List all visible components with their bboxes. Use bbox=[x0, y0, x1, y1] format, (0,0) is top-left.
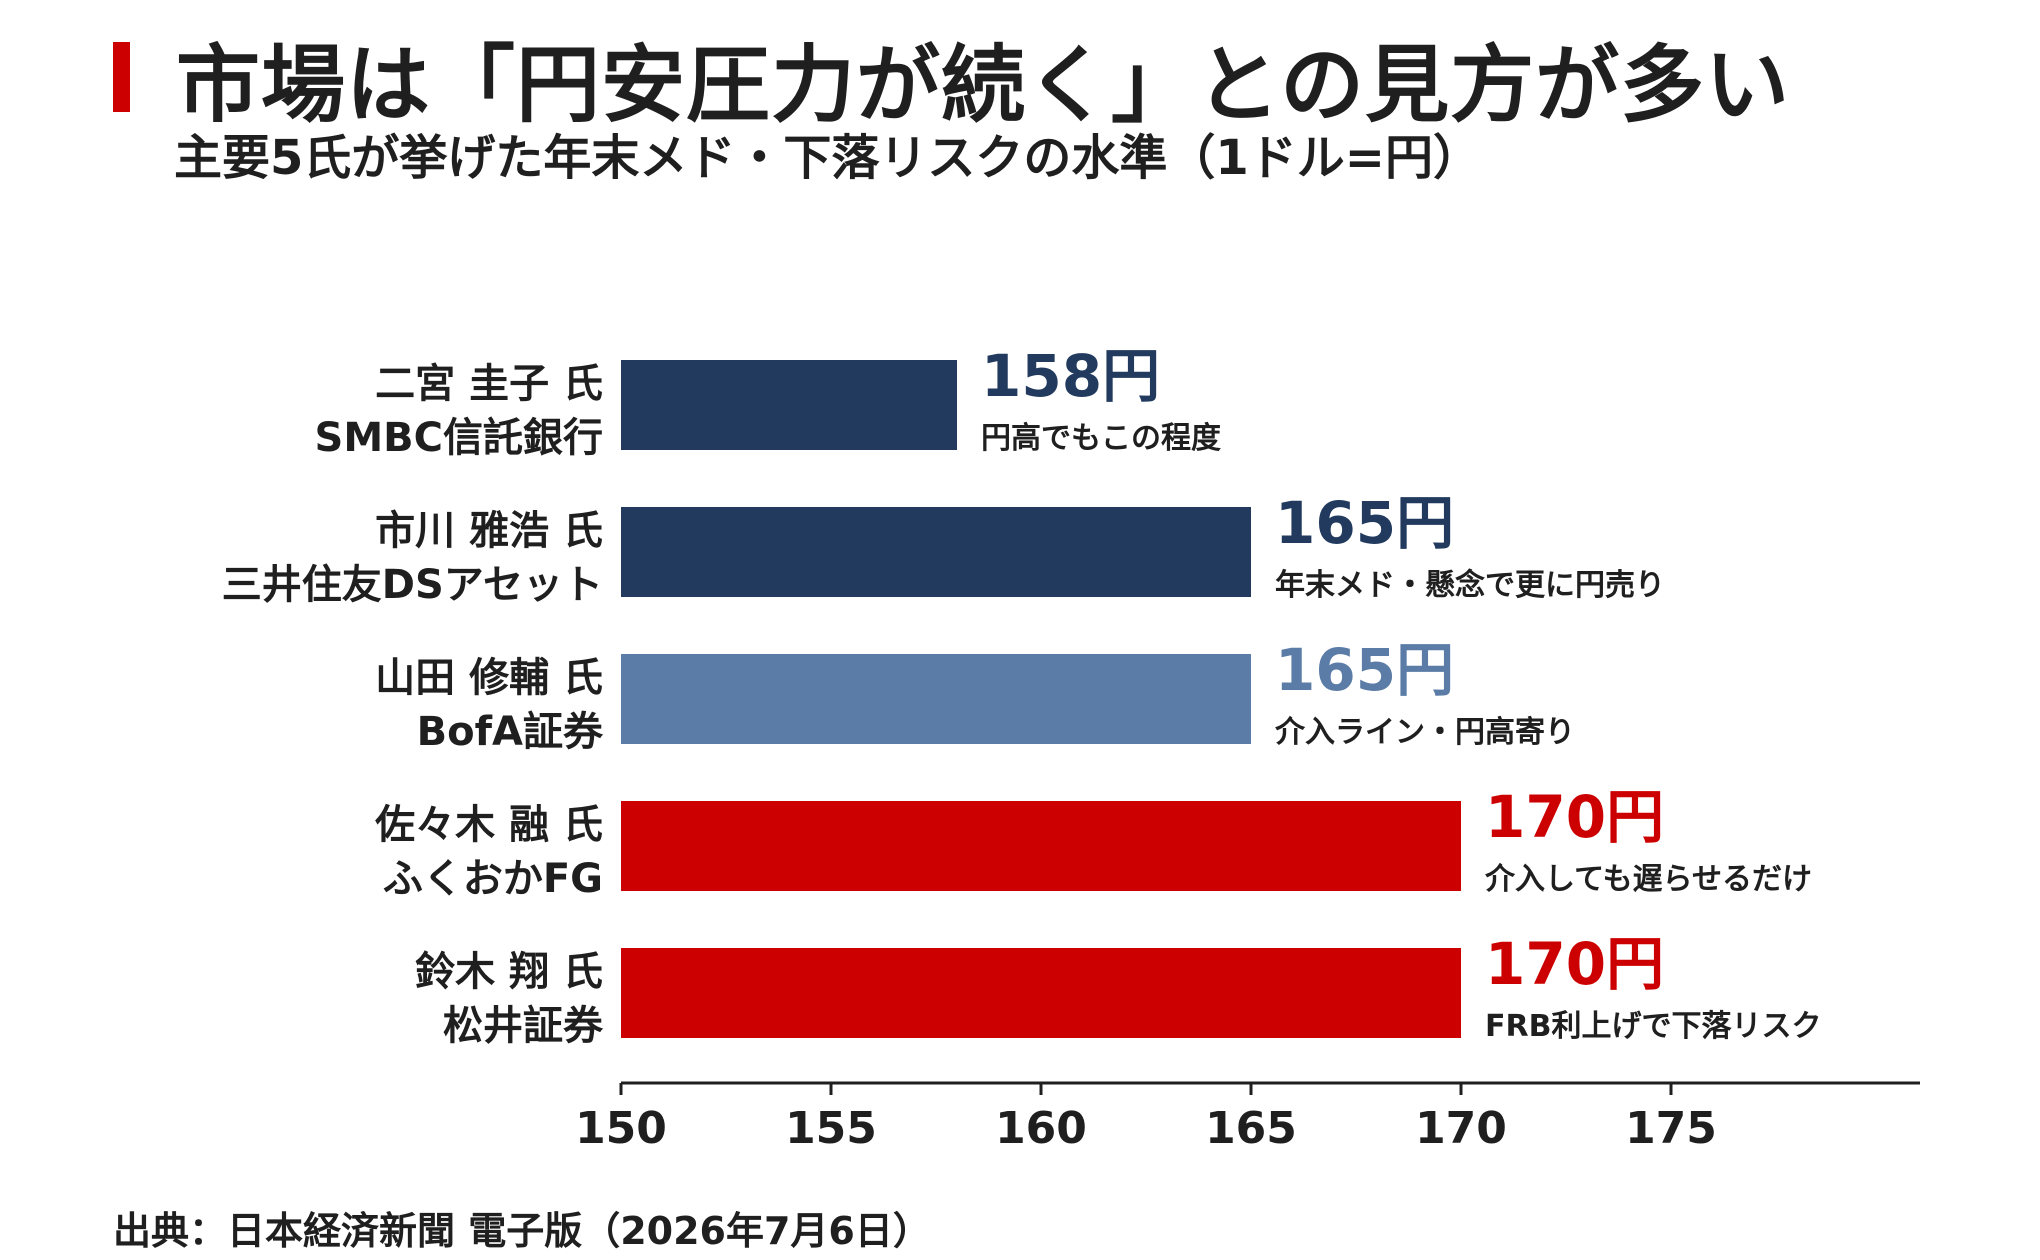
bar-person-label: 鈴木 翔 氏 bbox=[415, 949, 603, 995]
bar-value-label: 170円 bbox=[1485, 783, 1664, 851]
bar-note-label: FRB利上げで下落リスク bbox=[1485, 1009, 1821, 1044]
bar-person-label: 山田 修輔 氏 bbox=[375, 655, 603, 701]
bar bbox=[621, 654, 1251, 744]
x-axis-tick-label: 175 bbox=[1625, 1103, 1717, 1154]
bar-person-label: 佐々木 融 氏 bbox=[374, 802, 603, 848]
x-axis-tick-label: 165 bbox=[1205, 1103, 1297, 1154]
title-accent-bar bbox=[113, 42, 130, 112]
bar-org-label: BofA証券 bbox=[417, 709, 604, 755]
x-axis-tick-label: 160 bbox=[995, 1103, 1087, 1154]
bar-value-label: 170円 bbox=[1485, 930, 1664, 998]
x-axis-tick-label: 150 bbox=[575, 1103, 667, 1154]
bar-note-label: 円高でもこの程度 bbox=[981, 421, 1221, 456]
bar bbox=[621, 948, 1461, 1038]
bar-org-label: 三井住友DSアセット bbox=[222, 562, 603, 608]
bar bbox=[621, 507, 1251, 597]
chart-title: 市場は「円安圧力が続く」との見方が多い bbox=[176, 36, 1791, 134]
x-axis-tick-label: 155 bbox=[785, 1103, 877, 1154]
bar-org-label: SMBC信託銀行 bbox=[315, 415, 603, 461]
bar-value-label: 165円 bbox=[1275, 636, 1454, 704]
bar bbox=[621, 801, 1461, 891]
bar-note-label: 年末メド・懸念で更に円売り bbox=[1275, 568, 1665, 603]
bar-note-label: 介入ライン・円高寄り bbox=[1274, 715, 1575, 750]
chart-subtitle: 主要5氏が挙げた年末メド・下落リスクの水準（1ドル=円） bbox=[174, 130, 1482, 186]
bar-org-label: ふくおかFG bbox=[383, 856, 603, 902]
bar-value-label: 165円 bbox=[1275, 489, 1454, 557]
x-axis-tick-label: 170 bbox=[1415, 1103, 1507, 1154]
source-note: 出典：日本経済新聞 電子版（2026年7月6日） bbox=[113, 1209, 931, 1253]
bar-person-label: 市川 雅浩 氏 bbox=[375, 508, 603, 554]
bar bbox=[621, 360, 957, 450]
bar-person-label: 二宮 圭子 氏 bbox=[375, 361, 603, 407]
bar-org-label: 松井証券 bbox=[443, 1003, 604, 1049]
bar-note-label: 介入しても遅らせるだけ bbox=[1484, 862, 1812, 897]
bar-value-label: 158円 bbox=[981, 342, 1160, 410]
